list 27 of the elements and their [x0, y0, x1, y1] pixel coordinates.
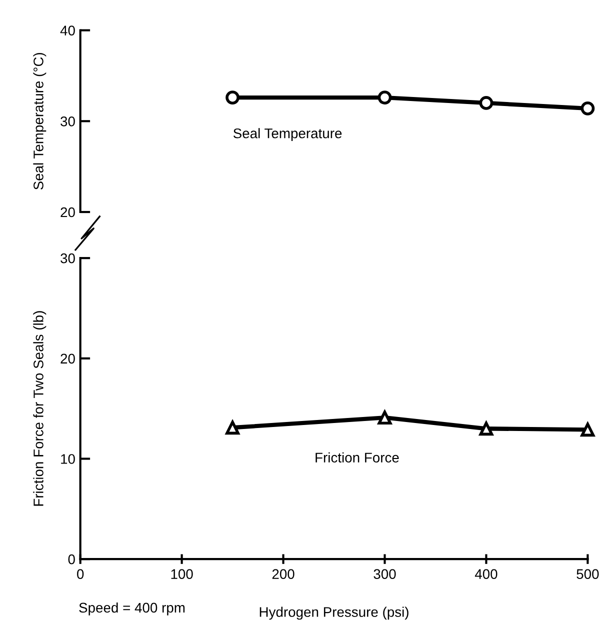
x-axis-title: Hydrogen Pressure (psi): [260, 606, 408, 620]
y-axis-title: Friction Force for Two Seals (lb): [33, 311, 46, 506]
y-tick-label: 10: [61, 454, 75, 464]
text: Friction Force: [316, 452, 399, 463]
text: Speed = 400 rpm: [79, 602, 185, 616]
x-tick-label: 500: [576, 569, 599, 579]
x-tick-label: 200: [272, 569, 294, 579]
y-tick-label: 0: [68, 554, 75, 564]
y-axis-title: Seal Temperature (°C): [33, 52, 46, 190]
point: [378, 410, 392, 425]
x-tick-label: 100: [171, 569, 193, 579]
point: [226, 420, 240, 435]
y-tick-label: 20: [60, 207, 75, 218]
point: [580, 101, 595, 116]
point: [378, 90, 392, 104]
x-tick-label: 0: [77, 569, 84, 579]
x-tick-label: 300: [374, 569, 396, 579]
point: [580, 422, 595, 437]
x-tick-label: 400: [474, 569, 498, 579]
point: [479, 96, 494, 110]
y-tick-label: 40: [60, 26, 75, 36]
y-tick-label: 30: [60, 253, 75, 264]
point: [226, 90, 240, 104]
point: [479, 422, 494, 436]
series-label: Seal Temperature: [233, 128, 342, 142]
y-tick-label: 20: [60, 354, 75, 364]
y-tick-label: 30: [60, 116, 75, 126]
